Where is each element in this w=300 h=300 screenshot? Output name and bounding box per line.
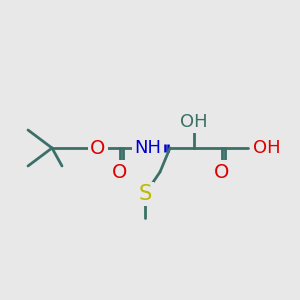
Text: OH: OH	[180, 113, 208, 131]
Text: O: O	[112, 163, 128, 182]
Text: NH: NH	[134, 139, 161, 157]
Text: OH: OH	[253, 139, 280, 157]
Text: S: S	[138, 184, 152, 204]
Text: O: O	[90, 139, 106, 158]
Text: O: O	[214, 163, 230, 182]
